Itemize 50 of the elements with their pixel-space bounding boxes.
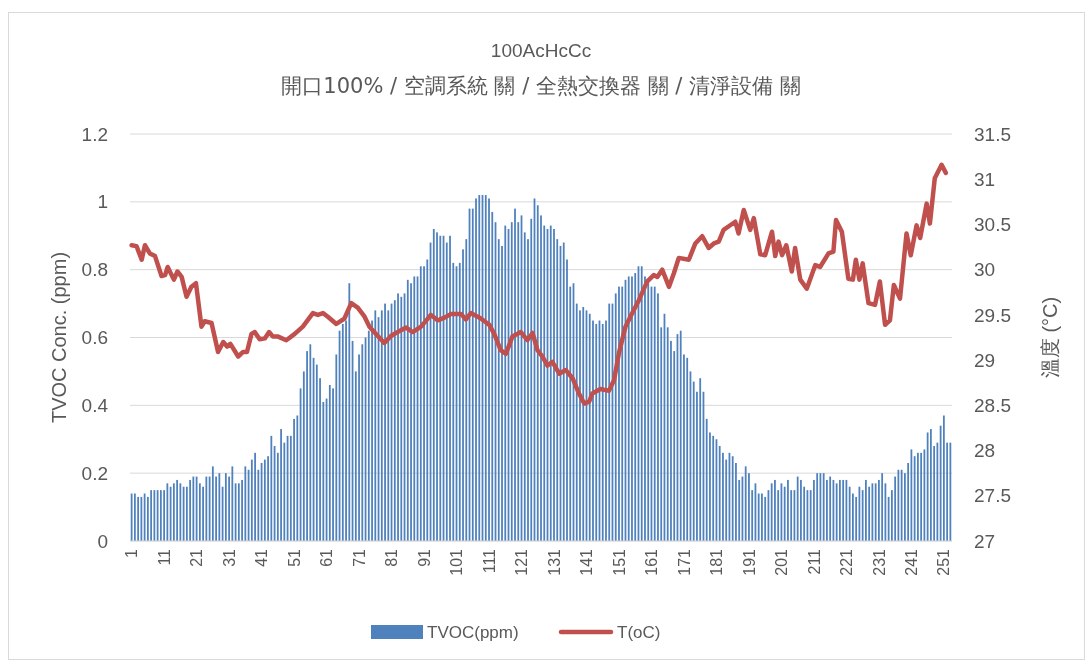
line-series bbox=[129, 162, 949, 406]
y-tick-label: 0.6 bbox=[81, 327, 108, 349]
x-tick-label: 21 bbox=[188, 548, 206, 567]
y-tick-label: 0.8 bbox=[81, 259, 108, 281]
legend-label: TVOC(ppm) bbox=[427, 622, 519, 642]
y2-tick-label: 30.5 bbox=[974, 214, 1011, 236]
y2-tick-label: 31 bbox=[974, 168, 996, 190]
x-tick-label: 41 bbox=[253, 548, 271, 567]
x-tick-label: 1 bbox=[123, 548, 141, 558]
x-tick-label: 131 bbox=[545, 548, 563, 576]
x-tick-label: 151 bbox=[610, 548, 628, 576]
y-tick-label: 1.2 bbox=[81, 123, 108, 145]
x-tick-label: 201 bbox=[773, 548, 791, 576]
x-tick-label: 91 bbox=[415, 548, 433, 567]
chart-subtitle: 開口100% / 空調系統 關 / 全熱交換器 關 / 清淨設備 關 bbox=[281, 74, 801, 98]
y2-tick-label: 27.5 bbox=[974, 485, 1011, 507]
y2-tick-label: 30 bbox=[974, 259, 996, 281]
legend-label: T(oC) bbox=[617, 622, 661, 642]
y2-tick-label: 28.5 bbox=[974, 394, 1011, 416]
y2-tick-label: 28 bbox=[974, 440, 996, 462]
y2-tick-label: 29.5 bbox=[974, 304, 1011, 326]
x-tick-label: 231 bbox=[870, 548, 888, 576]
x-tick-label: 221 bbox=[838, 548, 856, 576]
y-tick-label: 0 bbox=[97, 530, 108, 552]
y2-tick-label: 31.5 bbox=[974, 123, 1011, 145]
x-tick-label: 121 bbox=[513, 548, 531, 576]
x-tick-label: 71 bbox=[350, 548, 368, 567]
x-tick-label: 251 bbox=[935, 548, 953, 576]
x-tick-label: 161 bbox=[643, 548, 661, 576]
y-tick-label: 0.2 bbox=[81, 462, 108, 484]
x-tick-label: 31 bbox=[220, 548, 238, 567]
x-tick-label: 111 bbox=[480, 548, 498, 574]
y-tick-label: 1 bbox=[97, 191, 108, 213]
x-tick-label: 51 bbox=[285, 548, 303, 567]
x-tick-label: 171 bbox=[675, 548, 693, 576]
x-tick-label: 211 bbox=[805, 548, 823, 575]
x-tick-label: 191 bbox=[740, 548, 758, 576]
x-tick-label: 141 bbox=[578, 548, 596, 576]
x-tick-label: 61 bbox=[318, 548, 336, 567]
y2-tick-label: 29 bbox=[974, 349, 996, 371]
x-tick-label: 181 bbox=[708, 548, 726, 576]
y-tick-label: 0.4 bbox=[81, 394, 109, 416]
y2-axis-title: 溫度 (°C) bbox=[1039, 296, 1061, 379]
x-tick-label: 241 bbox=[902, 548, 920, 576]
x-tick-label: 81 bbox=[383, 548, 401, 567]
x-tick-label: 101 bbox=[448, 548, 466, 576]
x-tick-label: 11 bbox=[155, 548, 173, 566]
chart-title: 100AcHcCc bbox=[490, 40, 592, 61]
y-axis-title: TVOC Conc. (ppm) bbox=[48, 251, 70, 424]
y2-tick-label: 27 bbox=[974, 530, 996, 552]
